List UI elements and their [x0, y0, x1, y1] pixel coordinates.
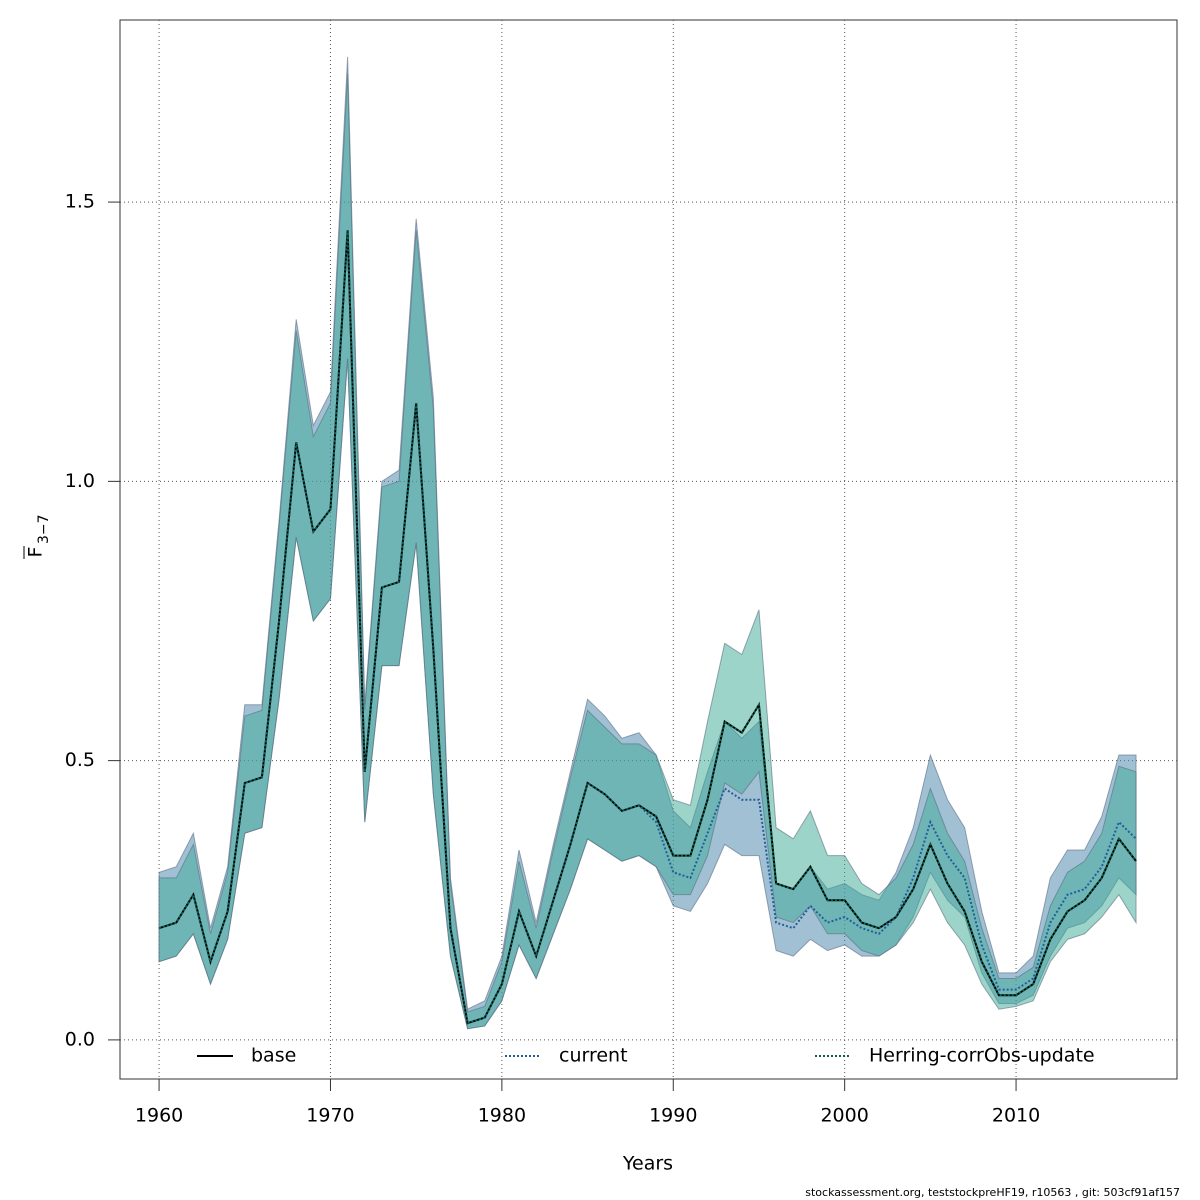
- x-tick-label: 1990: [649, 1105, 697, 1127]
- line: [158, 229, 1137, 1025]
- x-axis-label: Years: [622, 1153, 673, 1175]
- confidence-band: [158, 73, 1137, 1030]
- x-tick-label: 1970: [306, 1105, 354, 1127]
- plot-frame: [119, 19, 1178, 1080]
- y-tick-label: 1.5: [65, 191, 95, 213]
- x-tick-label: 2000: [820, 1105, 868, 1127]
- legend-label: base: [251, 1045, 296, 1067]
- y-tick-label: 1.0: [65, 470, 95, 492]
- line: [158, 229, 1137, 1025]
- y-tick-label: 0.5: [65, 749, 95, 771]
- legend-label: current: [559, 1045, 628, 1067]
- x-tick-label: 1960: [135, 1105, 183, 1127]
- legend-label: Herring-corrObs-update: [869, 1045, 1095, 1067]
- y-axis-label-sub: 3−7: [36, 514, 52, 544]
- footer: stockassessment.org, teststockpreHF19, r…: [805, 1186, 1180, 1199]
- y-axis-label: F 3−7: [23, 514, 52, 559]
- y-tick-label: 0.0: [65, 1028, 95, 1050]
- x-tick-label: 2010: [992, 1105, 1040, 1127]
- line: [158, 229, 1137, 1025]
- y-axis-label-main: F: [25, 547, 47, 558]
- x-tick-label: 1980: [478, 1105, 526, 1127]
